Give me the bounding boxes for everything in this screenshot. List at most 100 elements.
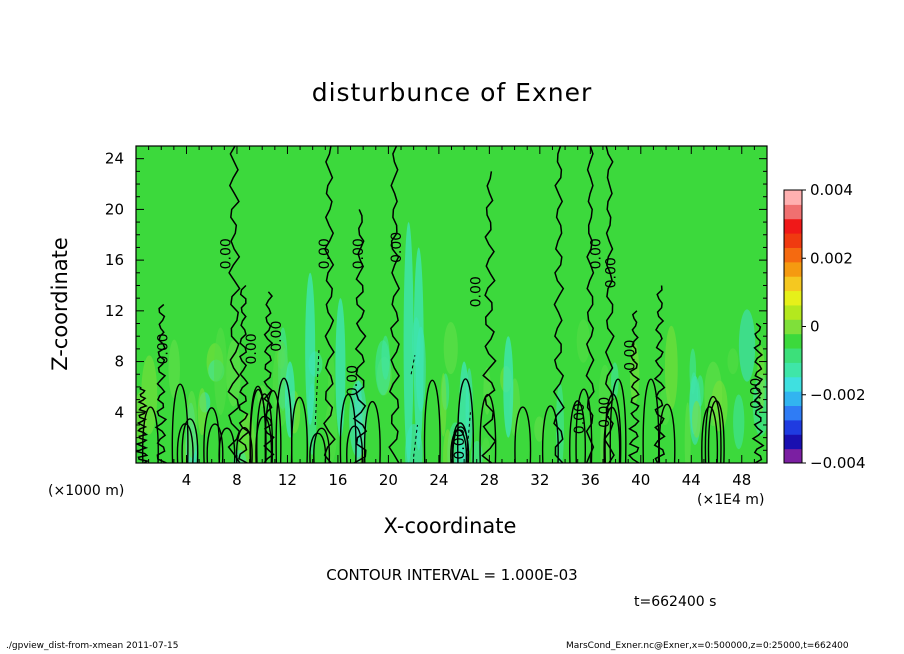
contour-loop [450, 429, 468, 463]
contour-loop [235, 427, 253, 463]
contour-label: 0.00 [351, 238, 367, 269]
x-tick-label: 36 [581, 471, 600, 489]
colorbar-segment [784, 218, 802, 234]
colorbar-segment [784, 190, 802, 205]
contour-label: 0.00 [604, 257, 620, 288]
x-scale-label: (×1E4 m) [697, 492, 765, 508]
field-blob [443, 322, 458, 375]
contour-line [653, 285, 666, 463]
field-blob [443, 429, 453, 463]
contour-line [627, 310, 641, 463]
contour-line [323, 146, 336, 463]
x-tick-label: 20 [379, 471, 398, 489]
field-streak [413, 247, 424, 451]
contour-label: 0.00 [156, 333, 172, 364]
colorbar-tick-label: 0.002 [810, 249, 853, 267]
field-blob [692, 400, 702, 438]
plot-field: 0.00 0.00 0.00 0.00 0.00 0.00 0.00 0.00 0.00 0.00… [136, 146, 767, 463]
field-streak [335, 298, 346, 438]
field-blob [684, 402, 691, 463]
contour-interval: CONTOUR INTERVAL = 1.000E-03 [326, 566, 578, 584]
contour-loop [642, 378, 660, 463]
contour-label: 0.00 [572, 403, 588, 434]
footer-right: MarsCond_Exner.nc@Exner,x=0:500000,z=0:2… [566, 641, 849, 651]
colorbar-segment [784, 247, 802, 263]
y-tick-label: 16 [105, 251, 124, 269]
colorbar-tick-label: 0 [810, 318, 820, 336]
field-blob [168, 339, 180, 399]
contour-label: 0.00 [244, 333, 260, 364]
contour-loop [452, 426, 470, 463]
contour-loop [206, 423, 224, 463]
y-tick-label: 4 [114, 403, 124, 421]
contour-loop [275, 377, 293, 463]
contour-line [352, 209, 368, 463]
y-tick-label: 12 [105, 302, 124, 320]
colorbar-segment [784, 233, 802, 248]
colorbar-segment [784, 261, 802, 277]
y-tick-label: 20 [105, 200, 124, 218]
contour-line [263, 291, 275, 463]
contour-loop [313, 427, 331, 463]
contour-loop [541, 405, 559, 463]
contour-dashed [413, 424, 418, 457]
colorbar-segment [784, 434, 802, 450]
colorbar-segment [784, 391, 802, 407]
contour-loop [423, 379, 441, 463]
x-tick-label: 32 [530, 471, 549, 489]
contour-line [552, 146, 565, 463]
contour-label: 0.00 [597, 397, 613, 428]
x-tick-label: 48 [732, 471, 751, 489]
contour-label: 0.00 [749, 378, 765, 409]
colorbar-segment [784, 376, 802, 392]
field-blob [349, 380, 367, 458]
contour-loop [309, 432, 327, 463]
contour-label: 0.00 [389, 232, 405, 263]
y-tick-label: 8 [114, 353, 124, 371]
field-streak [503, 336, 514, 438]
contour-loop [339, 394, 357, 463]
y-tick-label: 24 [105, 150, 124, 168]
field-blob [576, 319, 590, 363]
contour-loop [141, 406, 159, 463]
x-tick-label: 8 [232, 471, 242, 489]
contour-line [227, 146, 241, 463]
contour-loop [569, 400, 586, 463]
colorbar-segment [784, 290, 802, 306]
x-tick-label: 24 [429, 471, 448, 489]
colorbar: 0.004 0.002 0 −0.002 −0.004 [783, 181, 866, 472]
contour-loop [658, 403, 676, 463]
colorbar-tick-label: −0.004 [810, 454, 866, 472]
field-blob [381, 335, 390, 380]
colorbar-segment [784, 319, 802, 335]
field-blob [611, 362, 619, 399]
colorbar-segment [784, 448, 802, 464]
contour-loop [575, 388, 593, 463]
contour-line [154, 303, 168, 463]
contour-label: 0.00 [345, 365, 361, 396]
x-tick-label: 12 [278, 471, 297, 489]
field-blob [214, 327, 228, 415]
contour-dashed [314, 348, 320, 425]
colorbar-tick-label: 0.004 [810, 181, 853, 199]
contour-loop [479, 394, 497, 463]
field-blob [733, 394, 745, 450]
field-blob [483, 367, 491, 415]
field-blob [197, 388, 207, 436]
chart-title: disturbunce of Exner [311, 78, 593, 107]
field-blob [727, 348, 739, 375]
x-tick-label: 28 [480, 471, 499, 489]
contour-line [585, 146, 595, 463]
field-streak [403, 222, 414, 463]
contour-dashed [466, 412, 471, 457]
colorbar-segment [784, 405, 802, 421]
field-blob [440, 373, 447, 437]
colorbar-segment [784, 204, 802, 220]
time-label: t=662400 s [634, 594, 717, 610]
colorbar-segment [784, 333, 802, 349]
contour-label: 0.00 [452, 428, 468, 459]
x-tick-label: 16 [328, 471, 347, 489]
x-tick-label: 4 [182, 471, 192, 489]
